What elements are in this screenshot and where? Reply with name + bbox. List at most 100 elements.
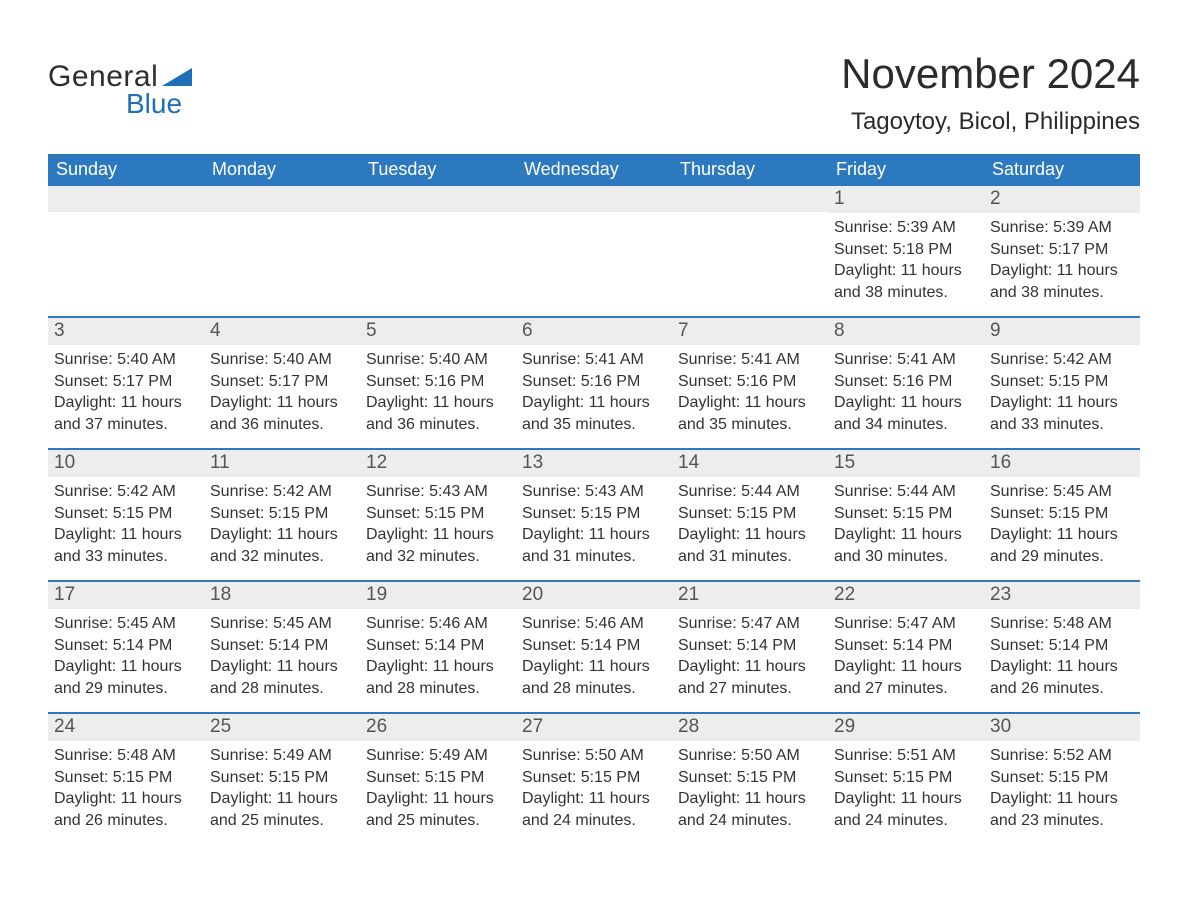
day-number: 6 [516, 318, 672, 345]
day-number: 24 [48, 714, 204, 741]
daylight2-line: and 23 minutes. [990, 810, 1134, 832]
daylight1-line: Daylight: 11 hours [834, 260, 978, 282]
day-number: 18 [204, 582, 360, 609]
calendar-cell: 29Sunrise: 5:51 AMSunset: 5:15 PMDayligh… [828, 714, 984, 844]
day-number: 30 [984, 714, 1140, 741]
daylight1-line: Daylight: 11 hours [678, 392, 822, 414]
calendar-cell [360, 186, 516, 316]
day-number: 13 [516, 450, 672, 477]
sunrise-line: Sunrise: 5:39 AM [834, 217, 978, 239]
daylight2-line: and 31 minutes. [522, 546, 666, 568]
day-number: 16 [984, 450, 1140, 477]
daylight1-line: Daylight: 11 hours [54, 392, 198, 414]
daylight1-line: Daylight: 11 hours [366, 392, 510, 414]
calendar-cell: 7Sunrise: 5:41 AMSunset: 5:16 PMDaylight… [672, 318, 828, 448]
cell-body: Sunrise: 5:41 AMSunset: 5:16 PMDaylight:… [828, 345, 984, 441]
day-number: 25 [204, 714, 360, 741]
sunrise-line: Sunrise: 5:45 AM [990, 481, 1134, 503]
calendar-cell: 17Sunrise: 5:45 AMSunset: 5:14 PMDayligh… [48, 582, 204, 712]
day-number: 1 [828, 186, 984, 213]
calendar-cell [516, 186, 672, 316]
daylight2-line: and 25 minutes. [210, 810, 354, 832]
daylight1-line: Daylight: 11 hours [834, 392, 978, 414]
sunrise-line: Sunrise: 5:42 AM [210, 481, 354, 503]
cell-body: Sunrise: 5:48 AMSunset: 5:14 PMDaylight:… [984, 609, 1140, 705]
cell-body: Sunrise: 5:52 AMSunset: 5:15 PMDaylight:… [984, 741, 1140, 837]
sunset-line: Sunset: 5:17 PM [990, 239, 1134, 261]
daylight2-line: and 28 minutes. [210, 678, 354, 700]
daylight1-line: Daylight: 11 hours [210, 524, 354, 546]
calendar-cell: 13Sunrise: 5:43 AMSunset: 5:15 PMDayligh… [516, 450, 672, 580]
day-number: 23 [984, 582, 1140, 609]
sunset-line: Sunset: 5:14 PM [990, 635, 1134, 657]
cell-body: Sunrise: 5:42 AMSunset: 5:15 PMDaylight:… [204, 477, 360, 573]
cell-body: Sunrise: 5:49 AMSunset: 5:15 PMDaylight:… [360, 741, 516, 837]
daylight1-line: Daylight: 11 hours [990, 260, 1134, 282]
day-number: 10 [48, 450, 204, 477]
cell-body: Sunrise: 5:45 AMSunset: 5:14 PMDaylight:… [204, 609, 360, 705]
daylight1-line: Daylight: 11 hours [990, 656, 1134, 678]
daylight1-line: Daylight: 11 hours [210, 788, 354, 810]
sunrise-line: Sunrise: 5:40 AM [366, 349, 510, 371]
day-number: 26 [360, 714, 516, 741]
sunrise-line: Sunrise: 5:46 AM [366, 613, 510, 635]
calendar-cell: 16Sunrise: 5:45 AMSunset: 5:15 PMDayligh… [984, 450, 1140, 580]
day-number: 9 [984, 318, 1140, 345]
calendar-cell: 4Sunrise: 5:40 AMSunset: 5:17 PMDaylight… [204, 318, 360, 448]
daylight1-line: Daylight: 11 hours [366, 788, 510, 810]
sunset-line: Sunset: 5:15 PM [678, 767, 822, 789]
sunset-line: Sunset: 5:15 PM [522, 503, 666, 525]
day-number: 17 [48, 582, 204, 609]
dayname-sunday: Sunday [48, 154, 204, 186]
daylight1-line: Daylight: 11 hours [522, 392, 666, 414]
calendar-cell: 14Sunrise: 5:44 AMSunset: 5:15 PMDayligh… [672, 450, 828, 580]
calendar-cell: 25Sunrise: 5:49 AMSunset: 5:15 PMDayligh… [204, 714, 360, 844]
cell-body: Sunrise: 5:46 AMSunset: 5:14 PMDaylight:… [516, 609, 672, 705]
daylight2-line: and 24 minutes. [834, 810, 978, 832]
daylight1-line: Daylight: 11 hours [522, 524, 666, 546]
sunset-line: Sunset: 5:14 PM [210, 635, 354, 657]
sunset-line: Sunset: 5:16 PM [678, 371, 822, 393]
sunset-line: Sunset: 5:15 PM [834, 767, 978, 789]
dayname-tuesday: Tuesday [360, 154, 516, 186]
calendar-cell: 23Sunrise: 5:48 AMSunset: 5:14 PMDayligh… [984, 582, 1140, 712]
sunset-line: Sunset: 5:14 PM [834, 635, 978, 657]
daylight2-line: and 24 minutes. [678, 810, 822, 832]
sunset-line: Sunset: 5:15 PM [678, 503, 822, 525]
sunrise-line: Sunrise: 5:47 AM [834, 613, 978, 635]
dayname-thursday: Thursday [672, 154, 828, 186]
sunrise-line: Sunrise: 5:45 AM [210, 613, 354, 635]
daylight2-line: and 36 minutes. [366, 414, 510, 436]
week-row: 17Sunrise: 5:45 AMSunset: 5:14 PMDayligh… [48, 580, 1140, 712]
cell-body: Sunrise: 5:44 AMSunset: 5:15 PMDaylight:… [828, 477, 984, 573]
daylight1-line: Daylight: 11 hours [366, 524, 510, 546]
daylight2-line: and 32 minutes. [210, 546, 354, 568]
day-number [516, 186, 672, 212]
cell-body: Sunrise: 5:41 AMSunset: 5:16 PMDaylight:… [516, 345, 672, 441]
sunset-line: Sunset: 5:17 PM [54, 371, 198, 393]
day-number: 7 [672, 318, 828, 345]
sunrise-line: Sunrise: 5:48 AM [54, 745, 198, 767]
sunset-line: Sunset: 5:14 PM [678, 635, 822, 657]
sunset-line: Sunset: 5:14 PM [366, 635, 510, 657]
day-number: 15 [828, 450, 984, 477]
daylight1-line: Daylight: 11 hours [54, 656, 198, 678]
cell-body: Sunrise: 5:40 AMSunset: 5:17 PMDaylight:… [204, 345, 360, 441]
cell-body: Sunrise: 5:45 AMSunset: 5:14 PMDaylight:… [48, 609, 204, 705]
cell-body: Sunrise: 5:47 AMSunset: 5:14 PMDaylight:… [672, 609, 828, 705]
cell-body: Sunrise: 5:49 AMSunset: 5:15 PMDaylight:… [204, 741, 360, 837]
daylight2-line: and 24 minutes. [522, 810, 666, 832]
sunrise-line: Sunrise: 5:47 AM [678, 613, 822, 635]
daylight1-line: Daylight: 11 hours [990, 524, 1134, 546]
sunrise-line: Sunrise: 5:43 AM [366, 481, 510, 503]
day-number: 12 [360, 450, 516, 477]
sunset-line: Sunset: 5:17 PM [210, 371, 354, 393]
calendar-cell: 24Sunrise: 5:48 AMSunset: 5:15 PMDayligh… [48, 714, 204, 844]
sunset-line: Sunset: 5:15 PM [990, 371, 1134, 393]
daylight2-line: and 25 minutes. [366, 810, 510, 832]
daylight1-line: Daylight: 11 hours [54, 788, 198, 810]
dayname-saturday: Saturday [984, 154, 1140, 186]
calendar-cell: 21Sunrise: 5:47 AMSunset: 5:14 PMDayligh… [672, 582, 828, 712]
title-block: November 2024 Tagoytoy, Bicol, Philippin… [841, 50, 1140, 136]
sunrise-line: Sunrise: 5:40 AM [54, 349, 198, 371]
